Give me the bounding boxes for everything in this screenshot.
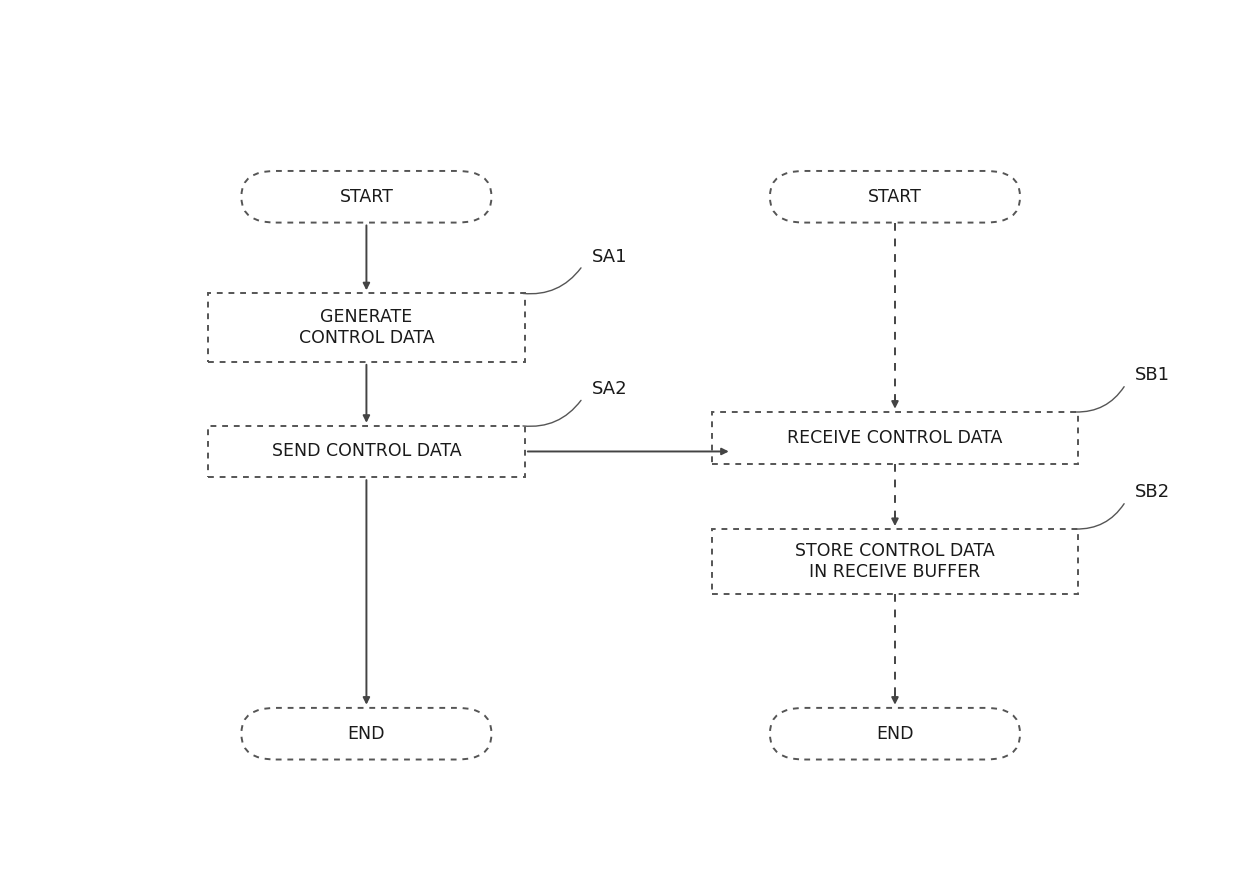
Text: SA1: SA1 [593,248,627,266]
Text: SA2: SA2 [593,380,627,398]
Bar [713,529,1078,595]
FancyBboxPatch shape [770,171,1019,223]
FancyBboxPatch shape [770,708,1019,760]
Bar [208,426,525,477]
FancyBboxPatch shape [242,708,491,760]
Text: SB1: SB1 [1136,367,1171,384]
Text: END: END [877,725,914,743]
Text: GENERATE
CONTROL DATA: GENERATE CONTROL DATA [299,308,434,347]
Text: SEND CONTROL DATA: SEND CONTROL DATA [272,443,461,460]
Text: START: START [868,188,921,206]
Text: RECEIVE CONTROL DATA: RECEIVE CONTROL DATA [787,429,1003,447]
FancyBboxPatch shape [242,171,491,223]
Bar [208,293,525,362]
Text: SB2: SB2 [1136,484,1171,502]
Text: START: START [340,188,393,206]
Text: END: END [347,725,386,743]
Text: STORE CONTROL DATA
IN RECEIVE BUFFER: STORE CONTROL DATA IN RECEIVE BUFFER [795,542,994,581]
Bar [713,412,1078,463]
